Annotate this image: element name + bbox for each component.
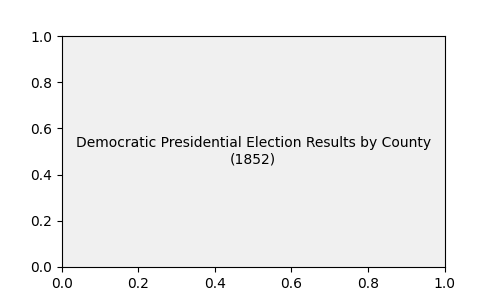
Text: Democratic Presidential Election Results by County
(1852): Democratic Presidential Election Results… — [76, 136, 431, 166]
